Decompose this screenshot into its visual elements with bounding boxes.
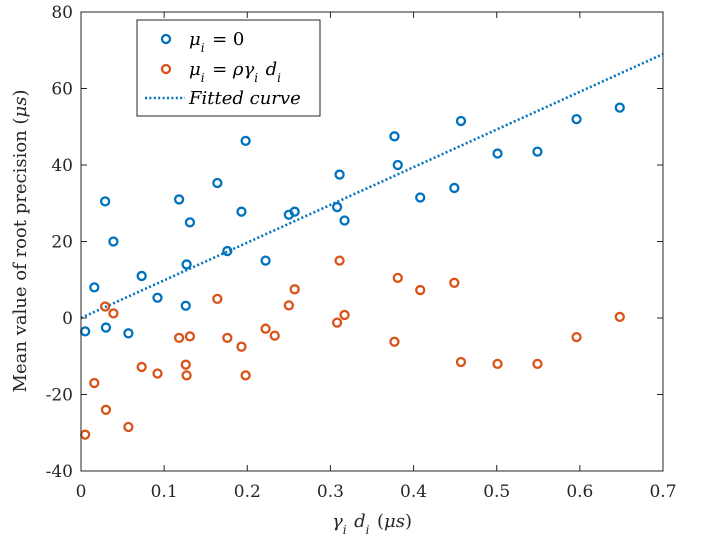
point-mu-rho bbox=[99, 301, 111, 312]
x-tick-label: 0.7 bbox=[649, 482, 676, 502]
y-tick-label: 40 bbox=[51, 156, 73, 176]
legend-label: Fitted curve bbox=[188, 88, 301, 109]
legend-label: μi = 0 bbox=[189, 29, 244, 55]
y-tick-label: 20 bbox=[51, 233, 73, 253]
point-mu-rho bbox=[212, 293, 223, 305]
point-mu-zero bbox=[136, 270, 147, 282]
x-axis-label: γi di (μs) bbox=[332, 511, 412, 537]
point-mu-rho bbox=[89, 377, 100, 389]
point-mu-zero bbox=[334, 169, 345, 180]
y-tick-label: 80 bbox=[51, 3, 73, 23]
point-mu-zero bbox=[99, 196, 111, 207]
x-tick-label: 0.2 bbox=[234, 482, 261, 502]
point-mu-zero bbox=[123, 328, 134, 339]
y-tick-label: 60 bbox=[51, 80, 73, 100]
point-mu-rho bbox=[108, 308, 119, 319]
fitted-curve-layer bbox=[80, 52, 664, 320]
point-mu-rho bbox=[389, 336, 400, 347]
point-mu-rho bbox=[283, 300, 295, 311]
point-mu-zero bbox=[389, 131, 400, 142]
y-axis-label: Mean value of root precision (μs) bbox=[10, 90, 31, 393]
point-mu-rho bbox=[236, 341, 247, 352]
point-mu-rho bbox=[260, 323, 271, 334]
point-mu-rho bbox=[455, 356, 467, 368]
point-mu-zero bbox=[331, 201, 343, 213]
point-mu-rho bbox=[392, 272, 403, 283]
point-mu-zero bbox=[392, 159, 403, 171]
x-tick-labels: 0 0.1 0.2 0.3 0.4 0.5 0.6 0.7 bbox=[76, 482, 677, 502]
point-mu-rho bbox=[180, 359, 191, 370]
point-mu-zero bbox=[181, 259, 192, 270]
y-tick-label: 0 bbox=[62, 309, 73, 329]
point-mu-rho bbox=[184, 331, 196, 342]
point-mu-zero bbox=[108, 236, 119, 247]
point-mu-rho bbox=[240, 370, 251, 381]
point-mu-rho bbox=[339, 309, 350, 321]
point-mu-zero bbox=[236, 206, 247, 217]
legend-label: μi = ργi di bbox=[189, 59, 283, 85]
point-mu-zero bbox=[455, 115, 467, 127]
fitted-curve-line bbox=[80, 52, 664, 320]
point-mu-zero bbox=[449, 182, 460, 194]
point-mu-rho bbox=[289, 284, 300, 295]
point-mu-rho bbox=[614, 311, 625, 323]
point-mu-zero bbox=[614, 102, 625, 113]
x-tick-label: 0.5 bbox=[483, 482, 510, 502]
point-mu-rho bbox=[571, 331, 582, 343]
point-mu-zero bbox=[173, 194, 185, 205]
point-mu-rho bbox=[492, 358, 503, 370]
point-mu-zero bbox=[152, 292, 163, 303]
point-mu-zero bbox=[180, 300, 191, 311]
legend-swatch-mu-rho bbox=[160, 63, 172, 75]
point-mu-zero bbox=[339, 215, 350, 226]
axis-ticks bbox=[80, 11, 664, 472]
point-mu-zero bbox=[492, 148, 503, 159]
point-mu-zero bbox=[212, 177, 223, 189]
point-mu-zero bbox=[571, 113, 582, 125]
point-mu-zero bbox=[289, 206, 300, 217]
x-tick-label: 0.4 bbox=[400, 482, 427, 502]
y-tick-label: -40 bbox=[46, 462, 73, 482]
legend-swatch-mu-zero bbox=[160, 33, 172, 45]
y-tick-label: -20 bbox=[46, 386, 73, 406]
point-mu-zero bbox=[260, 255, 271, 266]
point-mu-rho bbox=[173, 332, 185, 344]
x-tick-label: 0.3 bbox=[317, 482, 344, 502]
point-mu-zero bbox=[532, 146, 543, 157]
point-mu-zero bbox=[222, 245, 233, 257]
data-points-layer bbox=[80, 102, 625, 440]
x-tick-label: 0.1 bbox=[151, 482, 178, 502]
point-mu-rho bbox=[136, 361, 147, 373]
x-tick-label: 0.6 bbox=[566, 482, 593, 502]
point-mu-zero bbox=[89, 282, 100, 293]
y-tick-labels: -40 -20 0 20 40 60 80 bbox=[46, 3, 73, 482]
point-mu-rho bbox=[334, 255, 345, 266]
point-mu-rho bbox=[449, 277, 460, 288]
point-mu-zero bbox=[240, 135, 251, 147]
point-mu-rho bbox=[181, 370, 192, 381]
point-mu-rho bbox=[123, 421, 134, 433]
point-mu-rho bbox=[222, 332, 233, 344]
point-mu-rho bbox=[532, 358, 543, 370]
point-mu-zero bbox=[100, 322, 112, 333]
legend: μi = 0 μi = ργi di Fitted curve bbox=[136, 19, 321, 117]
point-mu-rho bbox=[152, 368, 163, 379]
point-mu-rho bbox=[100, 404, 112, 415]
point-mu-zero bbox=[184, 217, 196, 228]
point-mu-rho bbox=[269, 330, 280, 341]
point-mu-zero bbox=[415, 192, 426, 203]
point-mu-rho bbox=[415, 284, 426, 296]
x-tick-label: 0 bbox=[76, 482, 87, 502]
point-mu-rho bbox=[331, 317, 343, 328]
